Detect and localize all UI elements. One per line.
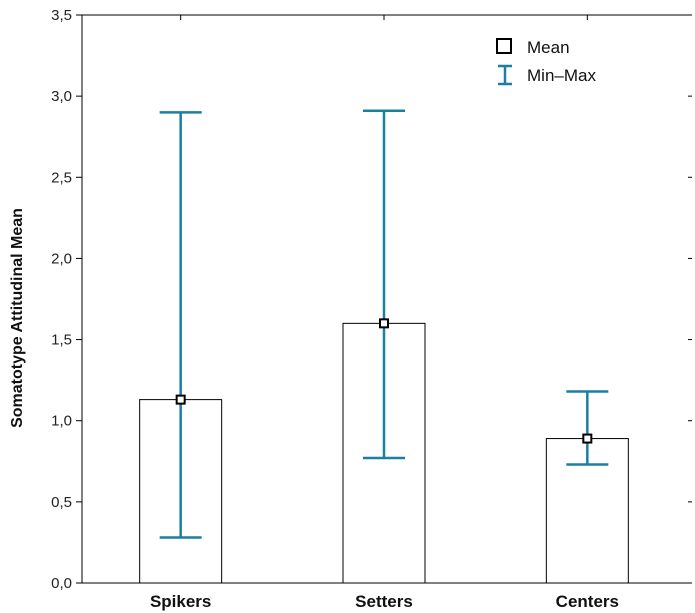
y-tick-label: 0,0	[51, 575, 72, 592]
y-tick-label: 3,0	[51, 88, 72, 105]
x-axis-labels: Spikers Setters Centers	[150, 592, 619, 611]
mean-marker-setters	[380, 319, 388, 327]
mean-marker-spikers	[177, 396, 185, 404]
x-tick-label: Centers	[556, 592, 619, 611]
y-tick-label: 2,0	[51, 250, 72, 267]
y-tick-label: 2,5	[51, 169, 72, 186]
x-tick-label: Spikers	[150, 592, 211, 611]
legend-minmax-label: Min–Max	[527, 66, 596, 85]
y-tick-label: 0,5	[51, 494, 72, 511]
y-tick-label: 1,0	[51, 413, 72, 430]
x-tick-label: Setters	[355, 592, 413, 611]
legend-minmax-icon	[498, 66, 512, 84]
mean-marker-centers	[583, 435, 591, 443]
legend-mean-icon	[497, 39, 511, 53]
legend-mean-label: Mean	[527, 38, 570, 57]
legend: Mean Min–Max	[497, 38, 596, 85]
y-tick-label: 1,5	[51, 332, 72, 349]
y-axis-title: Somatotype Attitudinal Mean	[9, 208, 26, 428]
y-tick-label: 3,5	[51, 7, 72, 24]
